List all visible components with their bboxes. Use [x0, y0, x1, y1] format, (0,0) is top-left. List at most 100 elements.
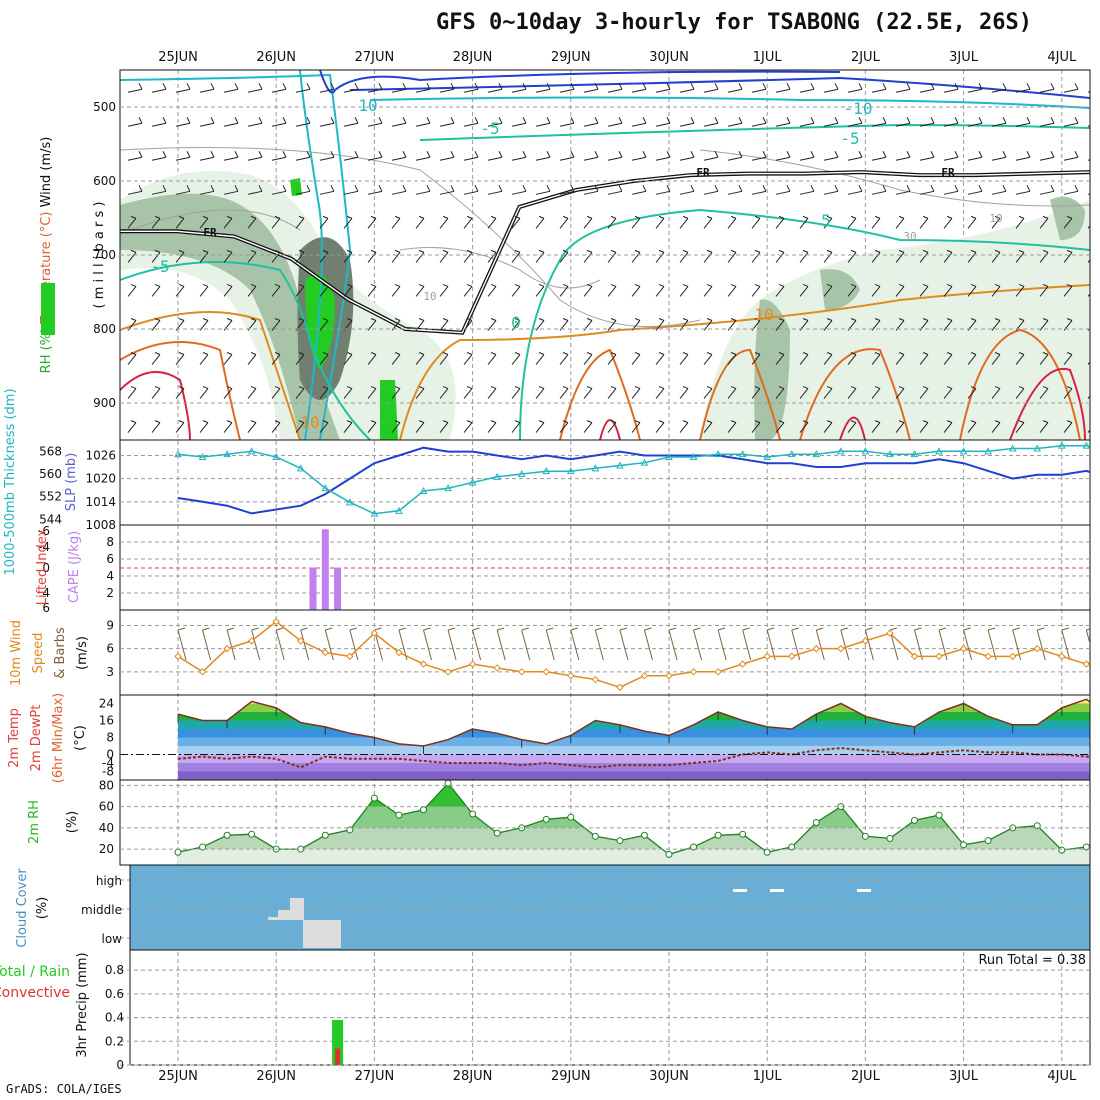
wind-barb-flag [642, 82, 647, 90]
wind-barb-flag [874, 420, 881, 424]
wind-barb [631, 218, 641, 229]
wind-barb-flag [282, 117, 287, 124]
wind-barb [223, 218, 233, 229]
wind-barb-flag [1026, 117, 1031, 124]
wind-barb-flag [490, 318, 497, 321]
wind-barb [751, 388, 761, 399]
wind-barb-flag [402, 185, 407, 192]
wind-barb [775, 286, 785, 297]
rh2m-point [493, 829, 501, 837]
precip-convective-bar [335, 1048, 341, 1065]
wind-barb [991, 286, 1001, 297]
wind-barb [607, 156, 623, 161]
wind-barb-flag [730, 249, 737, 253]
wind-barb-flag [394, 386, 401, 390]
wind-barb [343, 156, 359, 161]
wind-barb [914, 629, 923, 661]
wind-barb [679, 422, 689, 433]
wind-barb [496, 629, 506, 661]
wind-barb [919, 354, 929, 365]
wind-barb-flag [466, 249, 473, 253]
thickness-point [787, 450, 796, 458]
wind-barb [919, 422, 929, 433]
wind-barb [295, 156, 311, 161]
wind-barb-flag [570, 185, 575, 192]
rh-band [178, 783, 1090, 807]
wind-barb [607, 190, 623, 195]
wind-barb [415, 286, 425, 297]
wind-barb-flag [826, 386, 833, 390]
wind-barb [799, 218, 809, 229]
wind-barb [751, 286, 761, 297]
wind-barb [439, 218, 449, 229]
wind-barb-flag [562, 215, 569, 219]
wind-barb [607, 286, 617, 297]
wind-barb-flag [202, 420, 209, 424]
wind-barb-flag [666, 151, 671, 158]
wind-barb-flag [178, 283, 185, 287]
wind-barb-flag [810, 151, 815, 158]
wind-barb-flag [306, 82, 311, 90]
wind-barb-flag [634, 215, 641, 219]
wind-barb-flag [978, 117, 983, 124]
wind-barb [607, 218, 617, 229]
y-tick-label: -8 [102, 765, 114, 779]
y-tick-label: 700 [93, 248, 116, 262]
wind-barb-flag [370, 249, 377, 253]
wind-barb [583, 388, 593, 399]
upper-air-axis: 500 600 700 800 900 ( m i l l i b a r s ) RH (… [39, 69, 1091, 441]
wind-barb [199, 320, 209, 331]
wind-barb [391, 190, 407, 195]
thickness-point [174, 450, 182, 458]
wind-barb-flag [186, 151, 191, 158]
t2m-line [177, 698, 1090, 747]
wind-barb-flag [442, 352, 449, 355]
wind-barb-flag [130, 318, 137, 321]
wind-barb-flag [874, 352, 881, 355]
rh2m-point [420, 806, 427, 814]
wind-barb-flag [370, 318, 377, 321]
wind-barb-flag [906, 151, 911, 158]
wind-barb [199, 122, 215, 127]
wind-barb [799, 252, 809, 263]
wind-barb [703, 388, 713, 399]
wind-barb-flag [1091, 387, 1096, 389]
wind-barb [415, 156, 431, 161]
wind-barb-flag [706, 420, 713, 424]
wind-barbs [127, 82, 1096, 433]
wind-barb-flag [234, 185, 239, 192]
wind-barb [151, 422, 161, 433]
chart-title: GFS 0~10day 3-hourly for TSABONG (22.5E,… [436, 10, 1033, 35]
li-tick: 4 [42, 586, 50, 600]
wind10m-label: (m/s) [75, 636, 90, 670]
wind-barb [415, 422, 425, 433]
wind-barb-flag [586, 386, 593, 390]
wind-barb-flag [546, 151, 551, 158]
wind-barb [151, 122, 167, 127]
wind-barb [1039, 218, 1049, 229]
wind-barb-flag [754, 249, 761, 253]
rh2m-series [174, 780, 1090, 865]
wind-barb [679, 218, 689, 229]
wind-barb-flag [442, 420, 449, 424]
wind-barb-flag [370, 215, 377, 219]
wind-barb-flag [1018, 283, 1025, 287]
rh-contour [129, 209, 301, 231]
cape-tick: 6 [106, 552, 114, 566]
wind-barb-flag [810, 82, 815, 90]
wind-barb-flag [634, 283, 641, 287]
wind-barb [271, 354, 281, 365]
wind-barb [919, 122, 935, 127]
wind-barb [177, 629, 187, 661]
wind-barb [655, 252, 665, 263]
wind-barb-flag [642, 117, 647, 124]
wind-barb [583, 190, 599, 195]
rh2m-label: 2m RH [27, 800, 42, 844]
wind-barb [775, 122, 791, 127]
wind10m-point [247, 637, 256, 645]
wind-barb-flag [186, 117, 191, 124]
wind-barb-flag [618, 117, 623, 124]
wind-barb-flag [946, 249, 953, 253]
wind-barb [367, 190, 383, 195]
wind-barb-flag [898, 386, 905, 390]
